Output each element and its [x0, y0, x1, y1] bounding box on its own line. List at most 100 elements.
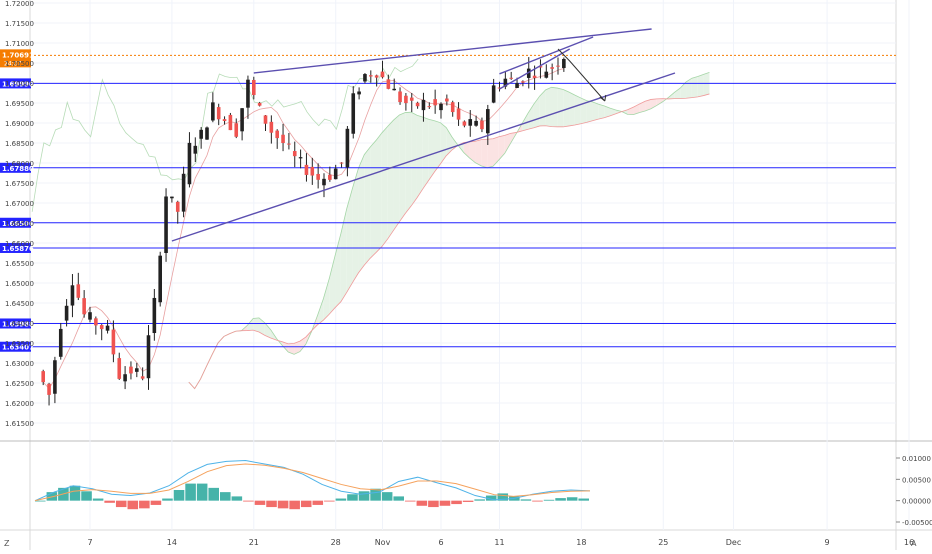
- candle-body[interactable]: [123, 374, 127, 382]
- candle-body[interactable]: [70, 285, 75, 306]
- candle-body[interactable]: [298, 157, 303, 159]
- candle-body[interactable]: [287, 143, 291, 145]
- candle-body[interactable]: [222, 119, 227, 122]
- candle-body[interactable]: [170, 196, 174, 199]
- candle-body[interactable]: [216, 107, 221, 120]
- candle-body[interactable]: [187, 142, 192, 185]
- candle-body[interactable]: [310, 166, 315, 176]
- candle-body[interactable]: [409, 97, 414, 101]
- candle-body[interactable]: [398, 91, 402, 103]
- candle-body[interactable]: [246, 79, 250, 108]
- candle-body[interactable]: [462, 121, 467, 126]
- candle-body[interactable]: [53, 360, 57, 394]
- candle-body[interactable]: [152, 297, 157, 334]
- candle-body[interactable]: [550, 67, 554, 69]
- candle-body[interactable]: [456, 108, 461, 120]
- candle-body[interactable]: [386, 79, 391, 89]
- candle-body[interactable]: [333, 168, 338, 180]
- candle-body[interactable]: [445, 98, 449, 102]
- candle-body[interactable]: [41, 371, 45, 383]
- candle-body[interactable]: [175, 201, 180, 212]
- candle-body[interactable]: [269, 121, 274, 133]
- candle-body[interactable]: [468, 119, 473, 126]
- price-tick-label: 1.63500: [5, 340, 34, 348]
- candle-body[interactable]: [193, 145, 198, 154]
- candle-body[interactable]: [491, 85, 496, 103]
- candle-body[interactable]: [562, 58, 566, 69]
- candle-body[interactable]: [544, 71, 549, 78]
- candle-body[interactable]: [234, 123, 239, 137]
- candle-body[interactable]: [374, 75, 379, 78]
- candle-body[interactable]: [252, 79, 256, 96]
- candle-body[interactable]: [228, 114, 233, 131]
- cloud-segment: [352, 168, 359, 283]
- candle-body[interactable]: [58, 328, 63, 357]
- candle-body[interactable]: [117, 358, 122, 379]
- candle-body[interactable]: [345, 128, 350, 168]
- candle-body[interactable]: [181, 173, 186, 212]
- candle-body[interactable]: [76, 284, 81, 298]
- candle-body[interactable]: [526, 68, 531, 78]
- candle-body[interactable]: [450, 102, 455, 113]
- candle-body[interactable]: [205, 127, 209, 140]
- candle-body[interactable]: [111, 329, 116, 355]
- candle-body[interactable]: [263, 115, 268, 124]
- candle-body[interactable]: [140, 376, 145, 379]
- candle-body[interactable]: [404, 95, 408, 104]
- candle-body[interactable]: [94, 318, 98, 326]
- candle-body[interactable]: [292, 151, 297, 157]
- candle-body[interactable]: [316, 173, 320, 180]
- candle-body[interactable]: [415, 102, 420, 107]
- candle-body[interactable]: [339, 162, 344, 164]
- trendline[interactable]: [171, 72, 676, 242]
- horizontal-levels: 1.69990 1.67880 1.66506 1.65876 1.63988 1.634…: [0, 49, 896, 352]
- trendline[interactable]: [499, 48, 571, 90]
- candle-body[interactable]: [427, 106, 432, 108]
- candle-body[interactable]: [146, 335, 151, 379]
- candle-body[interactable]: [105, 325, 110, 331]
- candle-body[interactable]: [99, 325, 104, 330]
- candle-body[interactable]: [304, 164, 309, 175]
- candle-body[interactable]: [158, 255, 162, 303]
- candle-body[interactable]: [532, 75, 537, 78]
- candle-body[interactable]: [369, 75, 373, 77]
- candle-body[interactable]: [281, 134, 285, 144]
- candle-body[interactable]: [47, 383, 51, 395]
- candle-body[interactable]: [351, 93, 356, 134]
- projection-arrow[interactable]: [557, 48, 606, 102]
- corner-left-label[interactable]: Z: [4, 539, 10, 548]
- candle-body[interactable]: [164, 196, 168, 253]
- candle-body[interactable]: [480, 120, 484, 130]
- candle-body[interactable]: [240, 108, 244, 132]
- candle-body[interactable]: [486, 109, 490, 134]
- candle-body[interactable]: [556, 65, 560, 67]
- candle-body[interactable]: [322, 178, 326, 186]
- candle-body[interactable]: [521, 81, 525, 83]
- candle-body[interactable]: [82, 298, 86, 315]
- candle-body[interactable]: [328, 174, 332, 180]
- candle-body[interactable]: [421, 99, 426, 111]
- candle-body[interactable]: [497, 87, 502, 89]
- candle-body[interactable]: [433, 99, 437, 106]
- candle-body[interactable]: [538, 66, 543, 68]
- candle-body[interactable]: [380, 71, 385, 78]
- trendline[interactable]: [499, 36, 594, 75]
- candle-body[interactable]: [392, 88, 396, 91]
- candle-body[interactable]: [64, 305, 69, 321]
- candle-body[interactable]: [257, 102, 262, 106]
- candle-body[interactable]: [211, 102, 215, 121]
- corner-right-label[interactable]: A: [911, 539, 917, 548]
- candle-body[interactable]: [509, 77, 513, 79]
- candle-body[interactable]: [474, 120, 478, 126]
- candle-body[interactable]: [503, 78, 508, 87]
- candle-body[interactable]: [129, 366, 133, 374]
- candle-body[interactable]: [439, 103, 443, 111]
- trendline[interactable]: [253, 28, 652, 74]
- candle-body[interactable]: [135, 368, 139, 372]
- candle-body[interactable]: [357, 91, 361, 95]
- candle-body[interactable]: [515, 83, 519, 88]
- candle-body[interactable]: [199, 129, 203, 139]
- candle-body[interactable]: [363, 74, 367, 82]
- candle-body[interactable]: [275, 130, 279, 139]
- candle-body[interactable]: [88, 312, 92, 320]
